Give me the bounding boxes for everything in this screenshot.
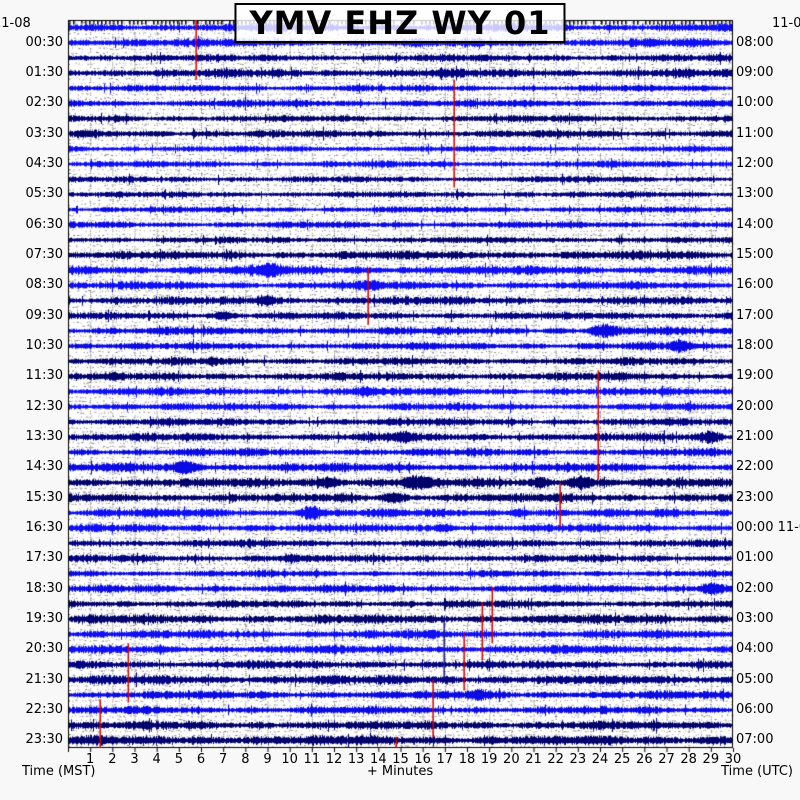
right-time-label: 16:00 [736,277,774,293]
left-time-label: 03:30 [25,125,63,141]
minute-tick-label: 23 [569,752,587,767]
left-time-label: 22:30 [25,702,63,718]
x-axis-label-utc: Time (UTC) [721,764,793,779]
right-time-label: 18:00 [736,338,774,354]
left-time-label: 08:30 [25,277,63,293]
right-time-label: 20:00 [736,398,774,414]
right-time-label: 15:00 [736,247,774,263]
right-time-label: 07:00 [736,732,774,748]
minute-tick-label: 8 [241,752,250,767]
minute-tick-label: 1 [86,752,95,767]
minute-tick-label: 27 [658,752,675,767]
left-time-label: 10:30 [25,338,63,354]
right-time-label: 17:00 [736,307,774,323]
left-time-label: 05:30 [25,186,63,202]
left-time-label: 20:30 [25,641,63,657]
minute-tick-label: 21 [525,752,542,767]
minute-tick-label: 24 [591,752,609,767]
right-time-label: 01:00 [736,550,774,566]
right-time-label: 14:00 [736,216,774,232]
station-title: YMV EHZ WY 01 [234,3,566,43]
minute-tick-label: 2 [108,752,117,767]
minute-tick-label: 3 [130,752,139,767]
right-time-label: 04:00 [736,641,774,657]
right-time-label: 00:00 11-09 [736,520,800,536]
x-axis-label-minutes: + Minutes [366,764,434,779]
start-date-label: 11-08 [0,16,31,31]
minute-tick-label: 22 [547,752,564,767]
minute-tick-label: 4 [152,752,161,767]
right-time-label: 13:00 [736,186,774,202]
left-time-label: 04:30 [25,156,63,172]
right-time-label: 05:00 [736,671,774,687]
right-time-label: 19:00 [736,368,774,384]
left-time-label: 23:30 [25,732,63,748]
minute-tick-label: 12 [325,752,343,767]
right-time-label: 03:00 [736,611,774,627]
minute-tick-label: 5 [174,752,183,767]
left-time-label: 02:30 [25,95,63,111]
right-time-label: 10:00 [736,95,774,111]
left-time-label: 06:30 [25,216,63,232]
right-time-label: 08:00 [736,34,774,50]
minute-tick-label: 30 [724,752,742,767]
right-time-label: 11:00 [736,125,774,141]
minute-tick-label: 6 [196,752,206,767]
left-time-label: 14:30 [25,459,63,475]
minute-tick-label: 7 [219,752,228,767]
left-time-label: 19:30 [25,611,63,627]
minute-tick-label: 15 [392,752,409,767]
left-time-label: 13:30 [25,429,63,445]
left-time-label: 21:30 [25,671,63,687]
left-time-label: 16:30 [25,520,63,536]
left-time-label: 00:30 [25,34,63,50]
left-time-label: 09:30 [25,307,63,323]
right-time-label: 23:00 [736,489,774,505]
minute-tick-label: 18 [458,752,476,767]
left-time-label: 12:30 [25,398,63,414]
left-time-label: 15:30 [25,489,63,505]
x-axis-label-mst: Time (MST) [22,764,96,779]
minute-tick-label: 9 [263,752,272,767]
start-date-label-right: 11-08 [772,16,800,31]
minute-tick-label: 29 [702,752,720,767]
right-time-label: 22:00 [736,459,774,475]
minute-tick-label: 28 [680,752,697,767]
minute-tick-label: 25 [613,752,631,767]
left-time-label: 07:30 [25,247,63,263]
minute-tick-label: 11 [303,752,321,767]
left-time-label: 11:30 [25,368,63,384]
right-time-label: 09:00 [736,65,774,81]
right-time-label: 02:00 [736,580,774,596]
minute-tick-label: 13 [347,752,365,767]
minute-tick-label: 26 [636,752,653,767]
minute-tick-label: 17 [436,752,454,767]
right-time-label: 06:00 [736,702,774,718]
minute-tick-label: 10 [281,752,298,767]
minute-tick-label: 19 [480,752,498,767]
right-time-label: 21:00 [736,429,774,445]
minute-tick-label: 16 [414,752,431,767]
minute-tick-label: 20 [503,752,520,767]
minute-tick-label: 14 [370,752,387,767]
right-time-label: 12:00 [736,156,774,172]
left-time-label: 01:30 [25,65,63,81]
left-time-label: 18:30 [25,580,63,596]
left-time-label: 17:30 [25,550,63,566]
